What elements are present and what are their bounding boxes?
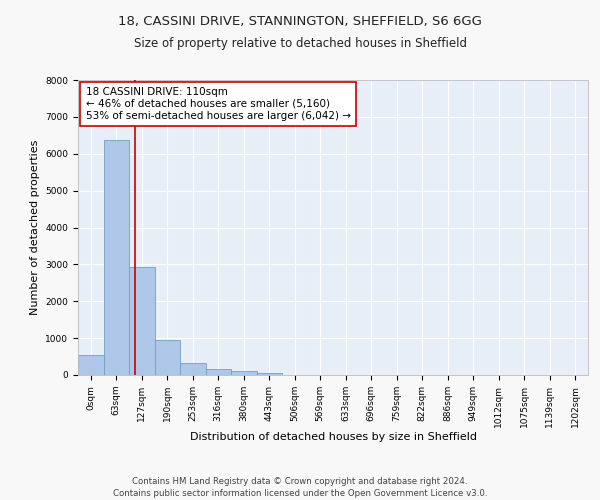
Bar (180, 363, 205, 375)
Bar (104, 140, 129, 375)
Text: Contains HM Land Registry data © Crown copyright and database right 2024.: Contains HM Land Registry data © Crown c… (132, 478, 468, 486)
Y-axis label: Number of detached properties: Number of detached properties (30, 140, 40, 315)
Text: Size of property relative to detached houses in Sheffield: Size of property relative to detached ho… (133, 38, 467, 51)
Text: 18 CASSINI DRIVE: 110sqm
← 46% of detached houses are smaller (5,160)
53% of sem: 18 CASSINI DRIVE: 110sqm ← 46% of detach… (86, 88, 350, 120)
Bar (78, 355, 104, 375)
Bar (257, 372, 282, 375)
Bar (155, 340, 180, 375)
X-axis label: Distribution of detached houses by size in Sheffield: Distribution of detached houses by size … (190, 432, 476, 442)
Text: Contains public sector information licensed under the Open Government Licence v3: Contains public sector information licen… (113, 489, 487, 498)
Bar (231, 372, 257, 375)
Bar (129, 268, 155, 375)
Bar (205, 370, 231, 375)
Text: 18, CASSINI DRIVE, STANNINGTON, SHEFFIELD, S6 6GG: 18, CASSINI DRIVE, STANNINGTON, SHEFFIEL… (118, 15, 482, 28)
